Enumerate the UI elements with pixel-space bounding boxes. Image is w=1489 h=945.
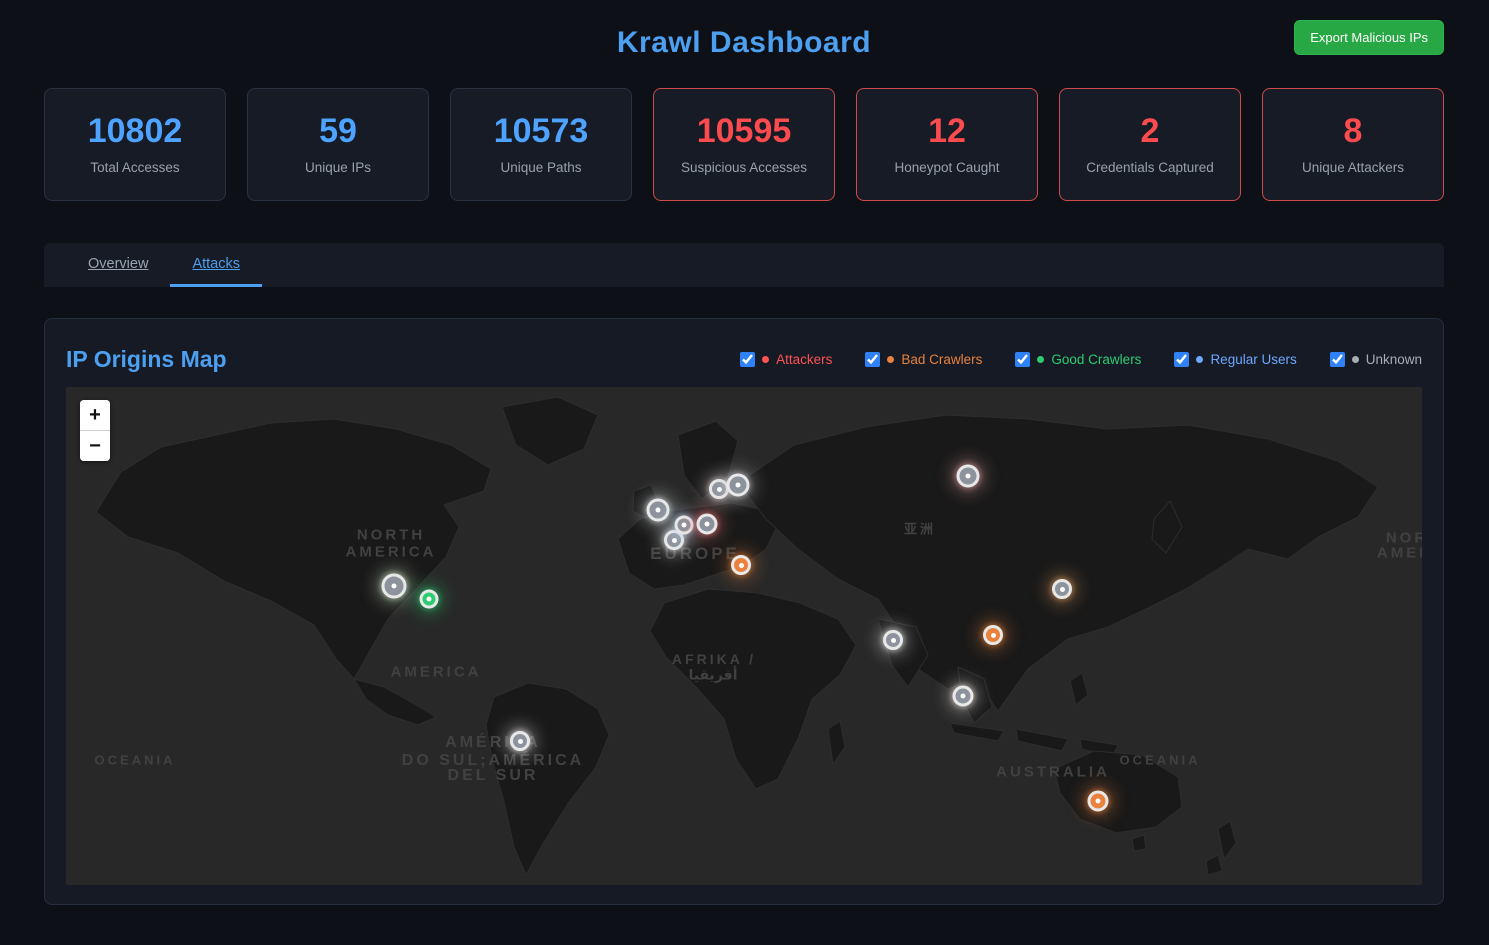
map-marker[interactable] <box>510 731 530 751</box>
map-marker[interactable] <box>883 630 903 650</box>
stat-value: 10573 <box>493 112 589 150</box>
tab-attacks[interactable]: Attacks <box>170 243 262 287</box>
stat-label: Honeypot Caught <box>894 160 1000 175</box>
legend-item-bad-crawlers[interactable]: Bad Crawlers <box>865 351 983 367</box>
marker-center-dot <box>681 522 687 528</box>
map-zoom-control: + − <box>80 400 110 461</box>
stat-card-unique-ips: 59 Unique IPs <box>247 88 429 201</box>
marker-center-dot <box>391 583 397 589</box>
stat-card-credentials-captured: 2 Credentials Captured <box>1059 88 1241 201</box>
stat-label: Unique Paths <box>500 160 582 175</box>
bad-crawlers-dot-icon <box>887 355 895 363</box>
stat-value: 12 <box>928 112 966 150</box>
marker-center-dot <box>735 482 741 488</box>
map-panel-title: IP Origins Map <box>66 345 227 372</box>
attackers-dot-icon <box>762 355 770 363</box>
map-marker[interactable] <box>646 498 670 522</box>
legend-item-attackers[interactable]: Attackers <box>740 351 833 367</box>
marker-center-dot <box>890 637 896 643</box>
stat-label: Total Accesses <box>90 160 180 175</box>
stat-value: 8 <box>1343 112 1363 150</box>
tab-bar: Overview Attacks <box>44 243 1444 287</box>
marker-center-dot <box>1095 798 1101 804</box>
legend-label: Good Crawlers <box>1051 351 1142 367</box>
dashboard-page: Krawl Dashboard Export Malicious IPs 108… <box>44 0 1444 905</box>
map-marker[interactable] <box>952 685 974 707</box>
marker-center-dot <box>704 521 710 527</box>
legend-label: Attackers <box>776 351 833 367</box>
stat-label: Credentials Captured <box>1086 160 1214 175</box>
regular-users-checkbox[interactable] <box>1174 351 1190 367</box>
map-marker[interactable] <box>983 625 1003 645</box>
map-marker[interactable] <box>731 555 751 575</box>
map-marker[interactable] <box>664 530 684 550</box>
map-marker[interactable] <box>1052 579 1072 599</box>
world-map-landmass <box>95 396 1379 877</box>
marker-center-dot <box>655 507 661 513</box>
zoom-in-button[interactable]: + <box>80 400 110 430</box>
stat-label: Unique Attackers <box>1301 160 1405 175</box>
stat-value: 10802 <box>87 112 183 150</box>
legend-item-regular-users[interactable]: Regular Users <box>1174 351 1297 367</box>
tab-overview[interactable]: Overview <box>66 243 170 287</box>
export-malicious-ips-button[interactable]: Export Malicious IPs <box>1294 20 1444 55</box>
legend-item-unknown[interactable]: Unknown <box>1329 351 1422 367</box>
unknown-checkbox[interactable] <box>1329 351 1345 367</box>
map-marker[interactable] <box>696 513 718 535</box>
stat-card-unique-paths: 10573 Unique Paths <box>450 88 632 201</box>
tab-overview-label: Overview <box>88 255 149 272</box>
map-marker[interactable] <box>1087 790 1109 812</box>
page-title: Krawl Dashboard <box>616 26 872 59</box>
marker-center-dot <box>426 596 432 602</box>
legend-item-good-crawlers[interactable]: Good Crawlers <box>1015 351 1142 367</box>
bad-crawlers-checkbox[interactable] <box>865 351 881 367</box>
map-marker[interactable] <box>956 464 980 488</box>
marker-center-dot <box>960 693 966 699</box>
world-map[interactable]: + − NORTH AMERICA AMERICA AMÉRICA DO SUL;AMÉ… <box>66 387 1422 885</box>
stat-card-honeypot-caught: 12 Honeypot Caught <box>856 88 1038 201</box>
good-crawlers-checkbox[interactable] <box>1015 351 1031 367</box>
tab-attacks-label: Attacks <box>192 255 240 272</box>
header: Krawl Dashboard Export Malicious IPs <box>44 0 1444 88</box>
zoom-out-button[interactable]: − <box>80 431 110 461</box>
marker-center-dot <box>990 632 996 638</box>
map-panel-header: IP Origins Map Attackers Bad Crawlers Go… <box>66 338 1422 380</box>
marker-center-dot <box>716 486 722 492</box>
map-marker[interactable] <box>419 589 439 609</box>
marker-center-dot <box>965 473 971 479</box>
regular-users-dot-icon <box>1196 355 1204 363</box>
legend-label: Regular Users <box>1210 351 1297 367</box>
stat-card-unique-attackers: 8 Unique Attackers <box>1262 88 1444 201</box>
stat-value: 59 <box>319 112 357 150</box>
map-marker[interactable] <box>726 473 750 497</box>
good-crawlers-dot-icon <box>1037 355 1045 363</box>
legend-label: Bad Crawlers <box>901 351 983 367</box>
marker-center-dot <box>1059 586 1065 592</box>
unknown-dot-icon <box>1351 355 1359 363</box>
stat-card-suspicious-accesses: 10595 Suspicious Accesses <box>653 88 835 201</box>
stat-value: 2 <box>1140 112 1160 150</box>
zoom-divider <box>80 430 110 431</box>
marker-center-dot <box>738 562 744 568</box>
stat-value: 10595 <box>696 112 792 150</box>
ip-origins-map-panel: IP Origins Map Attackers Bad Crawlers Go… <box>44 318 1444 905</box>
legend-label: Unknown <box>1365 351 1422 367</box>
map-legend: Attackers Bad Crawlers Good Crawlers Reg… <box>740 351 1422 367</box>
stat-label: Unique IPs <box>304 160 372 175</box>
marker-center-dot <box>517 738 523 744</box>
marker-center-dot <box>671 537 677 543</box>
map-marker[interactable] <box>381 573 407 599</box>
map-marker[interactable] <box>674 515 694 535</box>
stat-label: Suspicious Accesses <box>680 160 808 175</box>
attackers-checkbox[interactable] <box>740 351 756 367</box>
stat-card-total-accesses: 10802 Total Accesses <box>44 88 226 201</box>
stats-row: 10802 Total Accesses 59 Unique IPs 10573… <box>44 88 1444 201</box>
